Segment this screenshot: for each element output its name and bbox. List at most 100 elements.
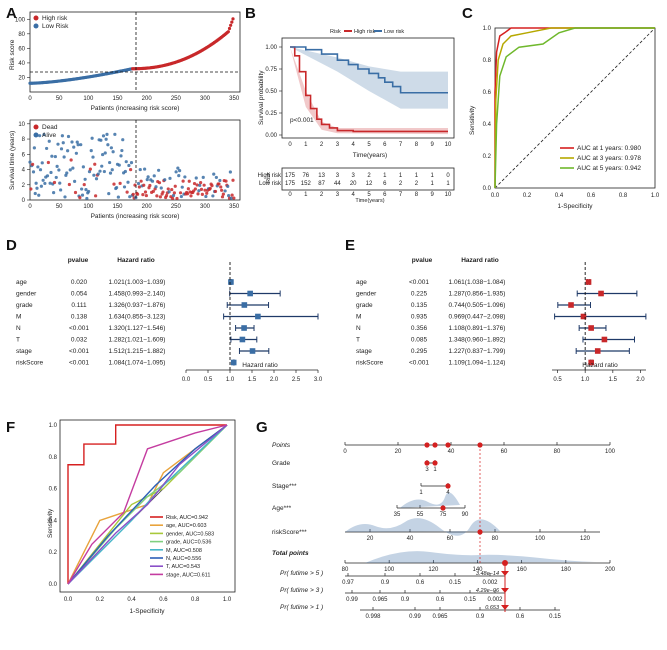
f-xtick-label: 1.0	[223, 597, 232, 603]
g-selected-point	[424, 460, 430, 466]
f-xtick-label: 0.0	[64, 597, 73, 603]
b-risk-count: 6	[383, 181, 387, 187]
a-top-ytick-label: 60	[18, 46, 25, 52]
d-estimate	[247, 290, 253, 297]
b-xtick-label: 7	[399, 142, 403, 148]
a-alive-point	[70, 140, 74, 144]
a-top-xtick-label: 350	[229, 96, 240, 102]
e-row-hr: 1.109(1.094−1.124)	[449, 360, 506, 367]
a-top-xtick-label: 50	[56, 96, 63, 102]
b-risk-count: 2	[415, 181, 419, 187]
a-risk-point	[229, 23, 233, 27]
e-row-hr: 1.061(1.038−1.084)	[449, 279, 506, 286]
a-alive-point	[119, 154, 123, 158]
g-points-tick-label: 40	[448, 449, 455, 455]
g-row-label: Pr( futime > 3 )	[280, 587, 323, 594]
b-risk-count: 2	[367, 173, 371, 179]
a-bottom-xtick-label: 300	[200, 204, 211, 210]
d-row-pvalue: 0.138	[71, 314, 88, 321]
a-alive-point	[218, 178, 222, 183]
d-estimate	[230, 359, 237, 366]
a-dead-point	[31, 162, 35, 166]
f-ytick-label: 0.0	[49, 582, 58, 588]
a-alive-point	[126, 180, 130, 184]
a-alive-point	[87, 189, 91, 194]
g-pr5-tick-label: 0.97	[342, 580, 354, 586]
a-alive-point	[76, 143, 80, 147]
e-row-pvalue: 0.225	[411, 291, 428, 298]
a-alive-point	[45, 174, 50, 178]
a-dead-point	[144, 193, 148, 198]
f-xlabel: 1-Specificity	[129, 608, 165, 615]
g-riskscore-tick-label: 120	[580, 536, 591, 542]
c-ytick-label: 0.0	[483, 186, 492, 192]
d-row-hr: 1.021(1.003−1.039)	[109, 279, 166, 286]
g-riskscore-tick-label: 100	[535, 536, 546, 542]
g-total-tick-label: 180	[561, 567, 572, 573]
a-alive-point	[60, 134, 64, 138]
a-alive-point	[92, 173, 96, 177]
a-alive-point	[226, 184, 230, 188]
b-risk-count: 1	[399, 173, 403, 179]
a-alive-point	[80, 187, 84, 191]
b-xtick-label: 0	[288, 142, 292, 148]
g-row-label: Grade	[272, 460, 290, 467]
e-row-pvalue: 0.356	[411, 325, 428, 332]
b-xtick-label: 2	[320, 142, 324, 148]
a-alive-point	[34, 181, 38, 185]
a-alive-point	[41, 178, 45, 182]
f-legend-entry: T, AUC=0.543	[166, 564, 200, 570]
g-row-label: Pr( futime > 5 )	[280, 570, 323, 577]
f-legend-entry: M, AUC=0.508	[166, 548, 202, 554]
b-xtick-label: 9	[431, 142, 435, 148]
b-risk-row-label: Low risk	[259, 181, 282, 187]
a-alive-point	[83, 177, 87, 181]
b-legend-low: Low risk	[384, 29, 404, 35]
e-row-hr: 1.227(0.837−1.799)	[449, 348, 506, 355]
a-alive-point	[61, 141, 65, 145]
f-legend-entry: stage, AUC=0.611	[166, 572, 210, 578]
legend-low-risk: Low Risk	[42, 23, 69, 30]
a-bottom-xtick-label: 0	[28, 204, 32, 210]
a-alive-point	[102, 169, 106, 174]
g-row-label: Points	[272, 442, 291, 449]
a-risk-point	[226, 30, 230, 34]
a-alive-point	[52, 191, 56, 195]
d-xtick-label: 0.0	[182, 377, 191, 383]
b-risk-xtick-label: 7	[399, 192, 403, 198]
g-prediction-arrow	[501, 571, 509, 576]
a-alive-point	[101, 134, 106, 138]
e-xlabel: Hazard ratio	[582, 362, 618, 369]
d-row-name: gender	[16, 291, 37, 298]
g-pr3-tick-label: 0.965	[372, 597, 388, 603]
a-dead-point	[155, 194, 159, 198]
a-bottom-xtick-label: 200	[142, 204, 153, 210]
a-alive-point	[107, 191, 111, 196]
a-alive-point	[108, 171, 113, 175]
a-dead-point	[29, 187, 33, 191]
a-dead-point	[187, 179, 191, 183]
a-top-xtick-label: 250	[171, 96, 182, 102]
a-dead-point	[151, 189, 155, 193]
a-alive-point	[99, 138, 103, 142]
a-alive-point	[36, 165, 40, 169]
a-alive-point	[122, 185, 127, 189]
d-row-name: riskScore	[16, 360, 43, 367]
g-pr3-tick-label: 0.9	[401, 597, 410, 603]
a-alive-point	[174, 170, 178, 174]
d-xtick-label: 2.0	[270, 377, 279, 383]
e-estimate	[585, 279, 592, 285]
c-xtick-label: 1.0	[651, 193, 660, 199]
f-ytick-label: 0.2	[49, 550, 58, 556]
a-dead-point	[67, 182, 71, 187]
a-alive-point	[37, 193, 41, 197]
a-top-xtick-label: 300	[200, 96, 211, 102]
e-estimate	[568, 302, 574, 308]
a-alive-point	[35, 186, 39, 190]
e-row-name: M	[356, 314, 361, 321]
a-alive-point	[179, 194, 183, 199]
b-risk-xtick-label: 2	[320, 192, 324, 198]
a-top-xlabel: Patients (increasing risk score)	[91, 105, 180, 112]
legend-high-risk: High risk	[42, 15, 68, 22]
a-alive-point	[56, 142, 60, 146]
